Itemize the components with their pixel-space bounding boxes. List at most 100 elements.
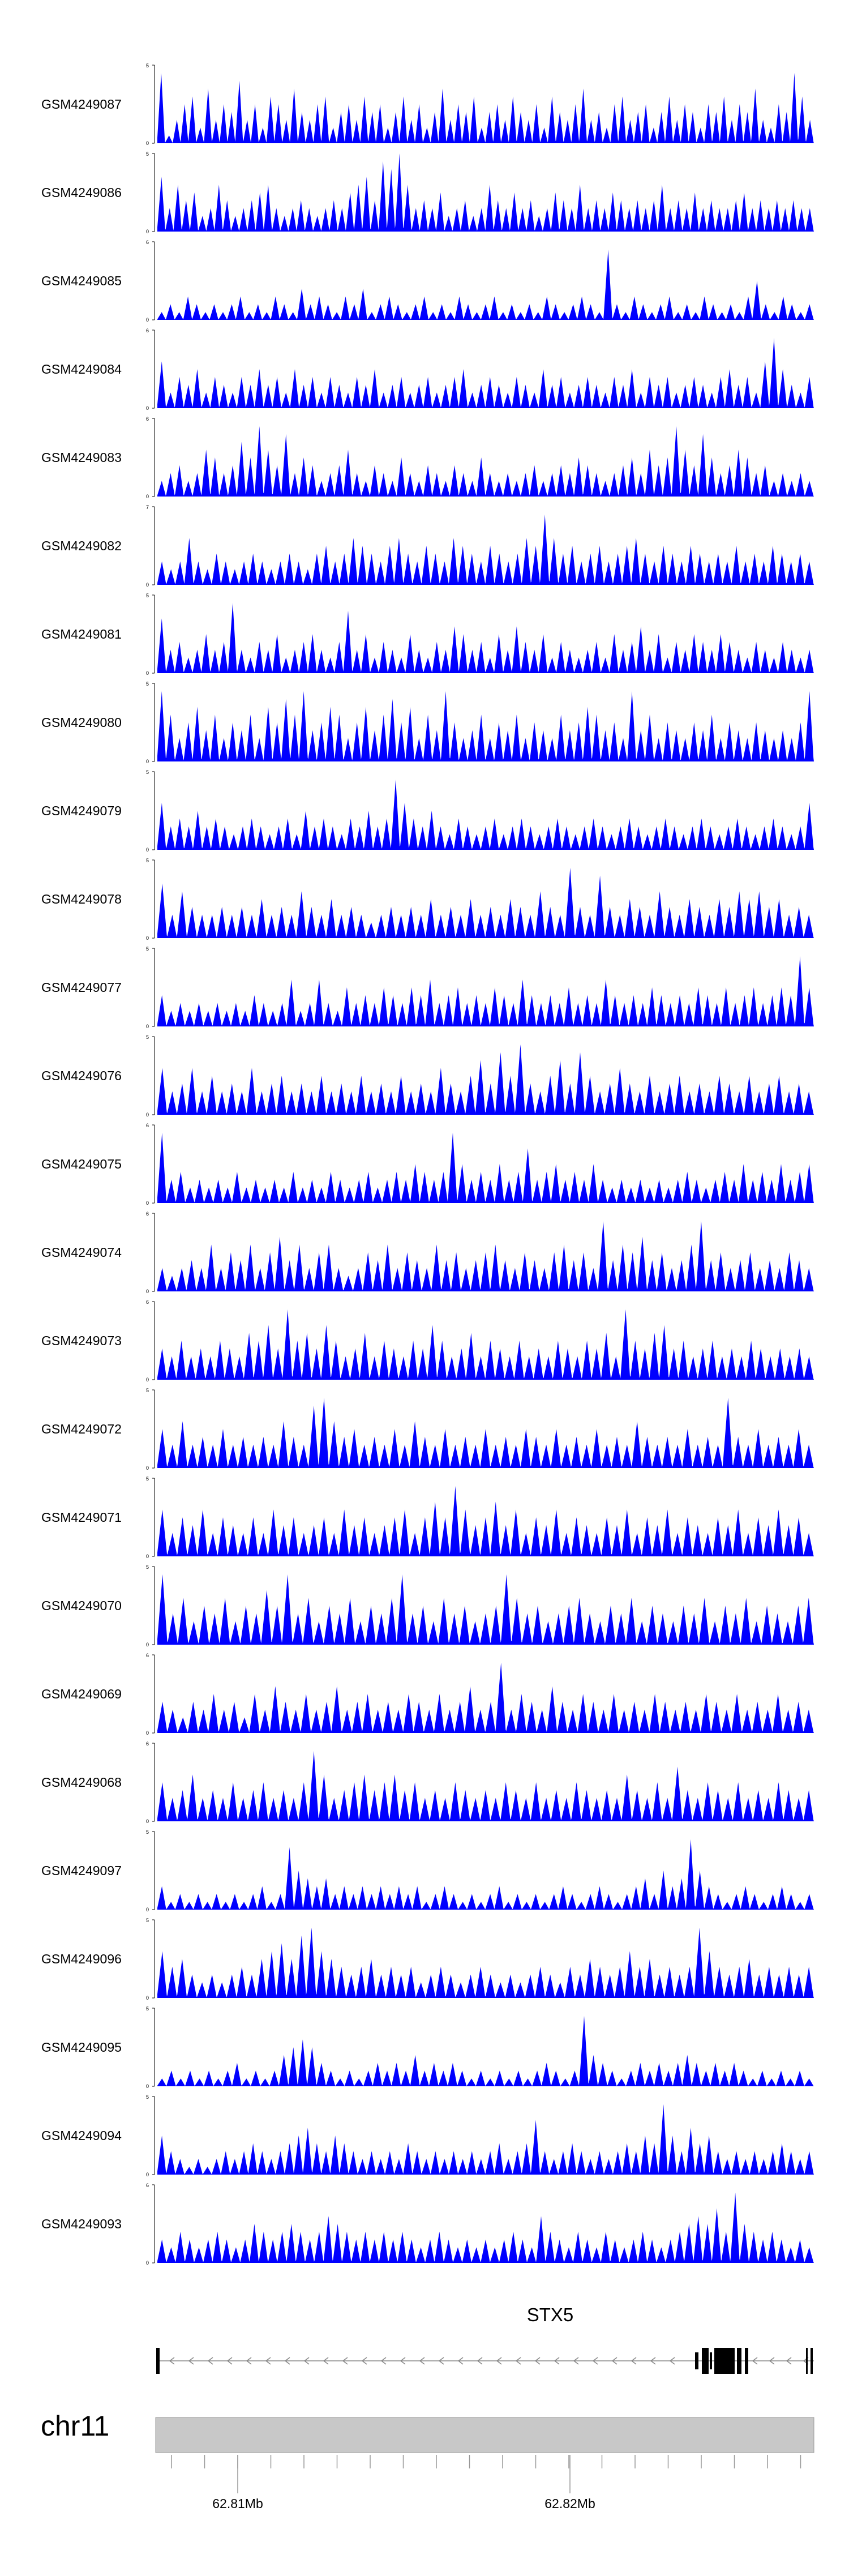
track-label: GSM4249082	[41, 538, 122, 553]
strand-chevron	[496, 2357, 502, 2365]
track-GSM4249076: GSM4249076 5 0	[41, 1034, 814, 1118]
y-tick-label-min: 0	[146, 2260, 149, 2266]
coverage-area	[157, 426, 814, 497]
y-tick-label-max: 5	[146, 1388, 149, 1393]
y-tick-label-min: 0	[146, 1818, 149, 1824]
gene-exon	[695, 2352, 698, 2369]
track-label: GSM4249093	[41, 2216, 122, 2231]
y-tick-label-max: 6	[146, 328, 149, 333]
coverage-area	[157, 249, 814, 320]
y-tick-label-min: 0	[146, 1465, 149, 1471]
strand-chevron	[323, 2357, 329, 2365]
track-label: GSM4249096	[41, 1952, 122, 1966]
track-label: GSM4249094	[41, 2128, 122, 2143]
y-tick-label-max: 5	[146, 769, 149, 775]
coverage-area	[157, 1397, 814, 1468]
track-GSM4249070: GSM4249070 5 0	[41, 1564, 814, 1648]
coverage-area	[157, 72, 814, 143]
gene-exon	[714, 2348, 735, 2374]
y-tick-label-max: 6	[146, 1653, 149, 1658]
y-tick-label-max: 5	[146, 681, 149, 687]
track-GSM4249079: GSM4249079 5 0	[41, 769, 814, 853]
track-label: GSM4249086	[41, 185, 122, 200]
track-label: GSM4249095	[41, 2040, 122, 2055]
strand-chevron	[611, 2357, 618, 2365]
y-tick-label-min: 0	[146, 1642, 149, 1648]
coverage-area	[157, 1486, 814, 1556]
strand-chevron	[534, 2357, 541, 2365]
y-tick-label-max: 5	[146, 858, 149, 863]
gene-exon	[702, 2348, 709, 2374]
y-tick-label-min: 0	[146, 847, 149, 853]
strand-chevron	[400, 2357, 406, 2365]
track-GSM4249071: GSM4249071 5 0	[41, 1476, 814, 1559]
coverage-area	[157, 1574, 814, 1645]
track-GSM4249083: GSM4249083 6 0	[41, 416, 814, 499]
y-tick-label-min: 0	[146, 1024, 149, 1029]
track-GSM4249074: GSM4249074 6 0	[41, 1211, 814, 1294]
strand-chevron	[769, 2357, 775, 2365]
strand-chevron	[226, 2357, 233, 2365]
y-tick-label-min: 0	[146, 1907, 149, 1912]
y-tick-label-max: 5	[146, 151, 149, 157]
strand-chevron	[477, 2357, 483, 2365]
y-tick-label-min: 0	[146, 1995, 149, 2001]
track-label: GSM4249073	[41, 1333, 122, 1348]
y-tick-label-min: 0	[146, 140, 149, 146]
gene-exon	[710, 2352, 712, 2369]
coverage-area	[157, 2192, 814, 2263]
y-tick-label-max: 5	[146, 63, 149, 69]
y-tick-label-min: 0	[146, 229, 149, 234]
coverage-area	[157, 2016, 814, 2086]
track-label: GSM4249080	[41, 715, 122, 730]
strand-chevron	[457, 2357, 464, 2365]
track-label: GSM4249078	[41, 892, 122, 906]
y-tick-label-min: 0	[146, 1200, 149, 1206]
strand-chevron	[631, 2357, 637, 2365]
track-GSM4249068: GSM4249068 6 0	[41, 1741, 814, 1824]
track-label: GSM4249072	[41, 1422, 122, 1436]
track-label: GSM4249069	[41, 1687, 122, 1701]
y-tick-label-min: 0	[146, 405, 149, 411]
track-GSM4249072: GSM4249072 5 0	[41, 1388, 814, 1471]
coverage-area	[157, 153, 814, 232]
coverage-area	[157, 867, 814, 938]
track-GSM4249084: GSM4249084 6 0	[41, 328, 814, 411]
y-tick-label-min: 0	[146, 1554, 149, 1559]
y-tick-label-min: 0	[146, 494, 149, 499]
y-tick-label-max: 7	[146, 504, 149, 510]
coverage-area	[157, 1751, 814, 1821]
y-tick-label-max: 6	[146, 416, 149, 422]
track-label: GSM4249087	[41, 97, 122, 112]
track-label: GSM4249077	[41, 980, 122, 995]
coverage-area	[157, 1044, 814, 1115]
gene-exon	[156, 2348, 160, 2374]
track-label: GSM4249085	[41, 273, 122, 288]
track-GSM4249085: GSM4249085 6 0	[41, 239, 814, 323]
coverage-area	[157, 1927, 814, 1998]
strand-chevron	[573, 2357, 579, 2365]
y-tick-label-min: 0	[146, 935, 149, 941]
track-label: GSM4249076	[41, 1068, 122, 1083]
coverage-area	[157, 956, 814, 1026]
gene-model	[156, 2348, 814, 2374]
track-GSM4249087: GSM4249087 5 0	[41, 63, 814, 146]
y-tick-label-max: 5	[146, 2094, 149, 2100]
coverage-area	[157, 691, 814, 761]
track-GSM4249077: GSM4249077 5 0	[41, 946, 814, 1029]
coverage-area	[157, 602, 814, 673]
coverage-tracks: GSM424908750GSM424908650GSM424908560GSM4…	[41, 63, 814, 2266]
gene-label: STX5	[527, 2304, 574, 2325]
y-tick-label-max: 5	[146, 2006, 149, 2012]
track-GSM4249075: GSM4249075 6 0	[41, 1123, 814, 1206]
coverage-area	[157, 1839, 814, 1910]
track-GSM4249095: GSM4249095 5 0	[41, 2006, 814, 2089]
y-tick-label-max: 5	[146, 946, 149, 952]
y-tick-label-min: 0	[146, 1112, 149, 1118]
strand-chevron	[303, 2357, 310, 2365]
track-label: GSM4249083	[41, 450, 122, 465]
track-GSM4249096: GSM4249096 5 0	[41, 1918, 814, 2001]
gene-exon	[811, 2348, 813, 2374]
track-GSM4249073: GSM4249073 6 0	[41, 1299, 814, 1383]
